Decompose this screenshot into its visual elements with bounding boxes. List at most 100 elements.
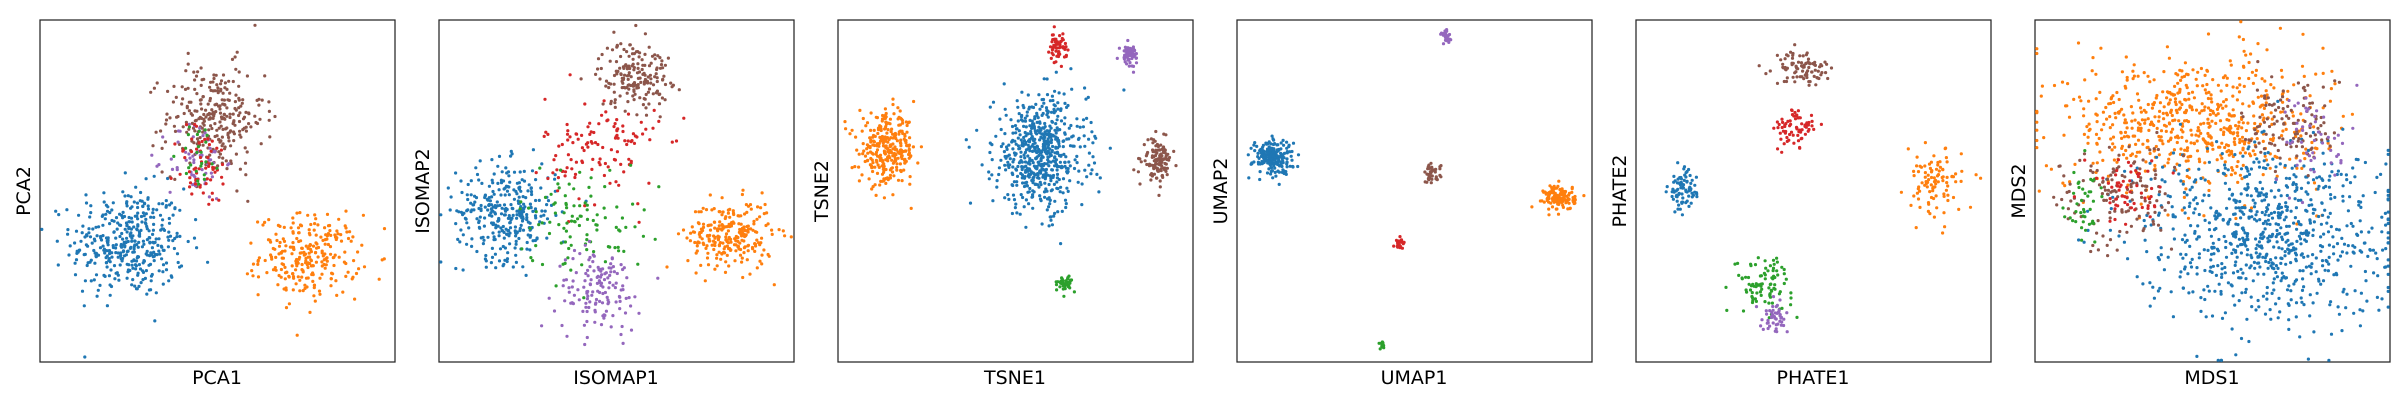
scatter-point-orange <box>2205 149 2210 153</box>
scatter-point-brown <box>160 146 164 150</box>
scatter-point-purple <box>547 296 551 300</box>
scatter-point-blue <box>501 224 505 229</box>
scatter-point-red <box>1063 41 1067 46</box>
scatter-point-brown <box>1798 54 1802 58</box>
scatter-point-brown <box>186 86 190 90</box>
scatter-point-blue <box>1288 164 1292 168</box>
scatter-point-blue <box>1039 163 1043 167</box>
scatter-point-blue <box>1258 177 1262 182</box>
scatter-point-blue <box>105 239 109 243</box>
scatter-point-red <box>588 121 592 125</box>
scatter-point-blue <box>73 241 77 245</box>
scatter-point-blue <box>1024 225 1028 229</box>
scatter-point-brown <box>607 86 611 90</box>
scatter-point-blue <box>127 263 131 267</box>
scatter-point-orange <box>2102 122 2106 126</box>
scatter-point-brown <box>612 30 616 34</box>
scatter-point-orange <box>738 253 743 257</box>
scatter-point-blue <box>484 253 488 258</box>
scatter-point-blue <box>1670 194 1674 199</box>
scatter-point-brown <box>1801 65 1805 69</box>
scatter-point-purple <box>1126 38 1130 43</box>
scatter-point-blue <box>130 283 134 287</box>
scatter-point-red <box>197 141 201 145</box>
scatter-point-blue <box>1279 141 1283 145</box>
scatter-point-blue <box>512 197 517 201</box>
scatter-point-brown <box>610 48 615 52</box>
scatter-point-brown <box>212 76 216 81</box>
scatter-point-blue <box>149 279 153 283</box>
scatter-point-brown <box>213 122 217 126</box>
scatter-point-purple <box>1123 45 1127 49</box>
scatter-point-orange <box>860 129 864 133</box>
scatter-point-orange <box>2143 169 2147 173</box>
scatter-point-brown <box>219 87 223 91</box>
scatter-point-brown <box>222 102 226 107</box>
scatter-point-red <box>593 141 598 145</box>
scatter-point-red <box>1781 129 1785 133</box>
scatter-point-blue <box>1038 170 1042 174</box>
scatter-point-blue <box>141 211 145 215</box>
scatter-point-orange <box>685 236 689 240</box>
scatter-point-orange <box>1954 172 1958 176</box>
scatter-point-brown <box>184 120 188 124</box>
points-mds <box>2035 20 2390 362</box>
scatter-point-blue <box>1057 177 1061 182</box>
scatter-point-orange <box>1554 186 1559 190</box>
scatter-point-red <box>554 154 558 158</box>
scatter-point-orange <box>715 264 719 268</box>
scatter-point-orange <box>869 111 873 115</box>
scatter-point-orange <box>291 288 295 292</box>
scatter-point-orange <box>321 238 325 242</box>
scatter-point-blue <box>990 158 994 162</box>
scatter-point-orange <box>701 222 706 226</box>
scatter-point-red <box>565 122 569 127</box>
scatter-point-orange <box>2122 135 2126 139</box>
scatter-point-red <box>1800 128 1804 132</box>
scatter-point-orange <box>2218 145 2222 149</box>
scatter-point-orange <box>283 277 287 281</box>
scatter-point-blue <box>133 239 137 243</box>
scatter-point-orange <box>737 214 741 218</box>
scatter-point-brown <box>1163 161 1167 166</box>
scatter-point-brown <box>1154 161 1158 166</box>
scatter-point-orange <box>697 210 701 214</box>
scatter-point-blue <box>529 186 533 190</box>
scatter-point-orange <box>2240 117 2244 121</box>
scatter-point-brown <box>658 56 662 60</box>
plot-frame-isomap <box>438 19 795 363</box>
scatter-point-red <box>580 159 584 163</box>
scatter-point-blue <box>485 197 489 201</box>
scatter-point-orange <box>343 250 347 254</box>
scatter-point-green <box>603 260 608 264</box>
scatter-point-orange <box>2164 129 2168 133</box>
scatter-point-brown <box>1783 57 1787 61</box>
scatter-point-brown <box>625 50 629 54</box>
scatter-point-orange <box>734 243 738 247</box>
scatter-point-orange <box>2185 149 2189 153</box>
scatter-point-blue <box>2157 193 2161 197</box>
scatter-point-orange <box>1936 180 1940 184</box>
scatter-point-blue <box>179 264 184 268</box>
scatter-point-blue <box>1045 142 1049 146</box>
scatter-point-orange <box>377 277 381 281</box>
panel-pca: PCA1 PCA2 <box>13 19 396 389</box>
scatter-point-blue <box>151 232 155 236</box>
scatter-point-green <box>210 162 214 166</box>
scatter-point-orange <box>898 123 902 127</box>
scatter-point-orange <box>292 247 296 252</box>
scatter-point-blue <box>461 233 465 237</box>
scatter-point-blue <box>1042 168 1047 172</box>
scatter-point-orange <box>281 237 285 241</box>
scatter-point-green <box>549 192 553 196</box>
scatter-point-green <box>613 246 617 250</box>
scatter-point-blue <box>1014 168 1019 172</box>
scatter-point-orange <box>306 213 310 217</box>
scatter-point-brown <box>199 83 203 87</box>
scatter-point-blue <box>1022 106 1026 110</box>
scatter-point-blue <box>151 207 155 211</box>
scatter-point-orange <box>879 156 883 160</box>
scatter-point-orange <box>737 247 741 251</box>
scatter-point-brown <box>202 112 206 117</box>
scatter-point-blue <box>991 199 995 203</box>
